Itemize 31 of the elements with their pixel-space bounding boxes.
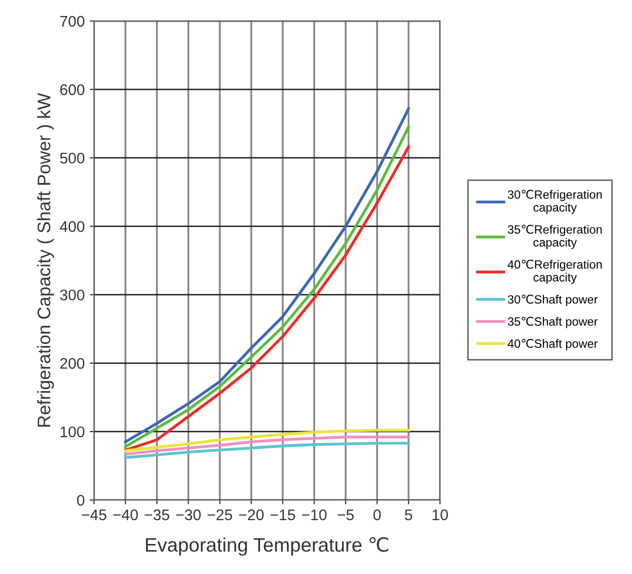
line-series <box>124 442 410 459</box>
legend-label: 35℃Refrigeration capacity <box>508 224 602 249</box>
line-series <box>124 428 410 452</box>
y-tick-label: 200 <box>60 358 84 369</box>
y-tick-label: 700 <box>60 16 84 27</box>
y-tick-label: 600 <box>60 84 84 96</box>
x-tick-label: −40 <box>113 509 138 520</box>
x-tick-label: −30 <box>176 509 201 520</box>
x-tick-label: 5 <box>404 510 412 520</box>
y-tick-label: 400 <box>60 221 84 232</box>
x-tick-label: −35 <box>144 509 170 520</box>
x-tick-label: −20 <box>239 509 264 520</box>
line-series <box>124 436 410 456</box>
x-tick-label: 10 <box>432 509 448 520</box>
y-axis-title: Refrigeration Capacity ( Shaft Power ) kW <box>37 92 54 427</box>
legend-label: 40℃Refrigeration capacity <box>508 260 602 284</box>
x-tick-label: 0 <box>373 509 381 520</box>
y-tick-label: 300 <box>60 290 84 300</box>
legend-label: 40℃Shaft power <box>508 338 598 350</box>
x-tick-label: −25 <box>208 509 232 520</box>
y-tick-label: 0 <box>77 494 84 506</box>
y-tick-label: 500 <box>60 152 84 164</box>
legend-label: 30℃Refrigeration capacity <box>508 190 602 214</box>
legend-label: 30℃Shaft power <box>508 294 598 306</box>
x-tick-label: −45 <box>82 510 106 520</box>
x-tick-label: −10 <box>302 509 327 520</box>
x-axis-title: Evaporating Temperature ℃ <box>146 537 388 556</box>
y-tick-label: 100 <box>60 426 84 438</box>
x-tick-label: −15 <box>270 510 296 520</box>
x-tick-label: −5 <box>338 510 354 520</box>
legend-label: 35℃Shaft power <box>508 316 598 328</box>
